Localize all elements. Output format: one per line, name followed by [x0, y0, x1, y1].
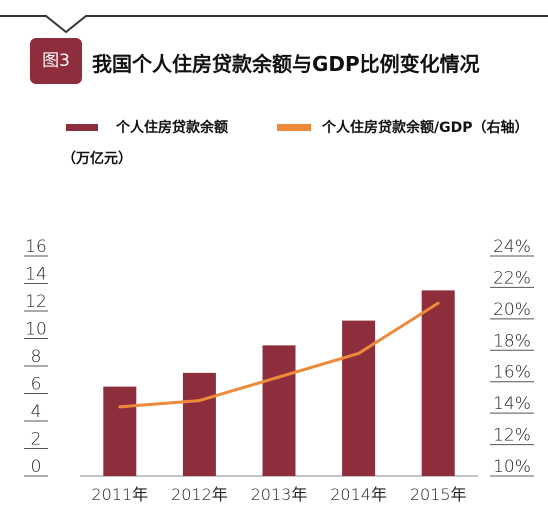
- bar: [421, 290, 455, 476]
- legend-label-line: 个人住房贷款余额/GDP（右轴）: [322, 120, 529, 136]
- left-axis-tick-label: 10: [25, 320, 47, 340]
- line-point: [277, 375, 281, 379]
- bar: [342, 320, 376, 476]
- left-axis-tick-label: 12: [25, 292, 47, 312]
- x-axis-tick-label: 2011年: [91, 485, 148, 504]
- right-axis-tick-label: 22%: [493, 268, 531, 288]
- left-axis-tick-label: 2: [31, 430, 42, 450]
- line-point: [197, 399, 201, 403]
- line-point: [357, 351, 361, 355]
- left-axis-tick-label: 4: [31, 402, 42, 422]
- left-axis-tick-label: 8: [31, 347, 42, 367]
- right-axis-tick-label: 14%: [493, 394, 531, 414]
- chart-title: 我国个人住房贷款余额与GDP比例变化情况: [92, 52, 480, 76]
- legend-label-bar: 个人住房贷款余额: [116, 120, 228, 136]
- legend-swatch-line: [277, 124, 311, 131]
- bar: [182, 372, 216, 476]
- right-axis-tick-label: 24%: [493, 237, 531, 257]
- x-axis-tick-label: 2015年: [410, 485, 467, 504]
- right-axis-tick-label: 20%: [493, 300, 531, 320]
- bar: [262, 345, 296, 476]
- x-axis-tick-label: 2012年: [171, 485, 228, 504]
- left-axis-tick-label: 16: [25, 237, 47, 257]
- bar: [103, 386, 137, 476]
- left-axis-unit: （万亿元）: [62, 151, 132, 167]
- left-axis-tick-label: 14: [25, 265, 47, 285]
- x-axis-tick-label: 2013年: [251, 485, 308, 504]
- line-point: [118, 405, 122, 409]
- figure-badge: 图3: [30, 38, 82, 84]
- right-axis-tick-label: 10%: [493, 457, 531, 477]
- left-axis-tick-label: 0: [31, 457, 42, 477]
- right-axis-tick-label: 18%: [493, 331, 531, 351]
- left-axis-tick-label: 6: [31, 375, 42, 395]
- line-point: [436, 301, 440, 305]
- legend-swatch-bar: [66, 124, 98, 131]
- x-axis-tick-label: 2014年: [330, 485, 387, 504]
- right-axis-tick-label: 16%: [493, 363, 531, 383]
- right-axis-tick-label: 12%: [493, 426, 531, 446]
